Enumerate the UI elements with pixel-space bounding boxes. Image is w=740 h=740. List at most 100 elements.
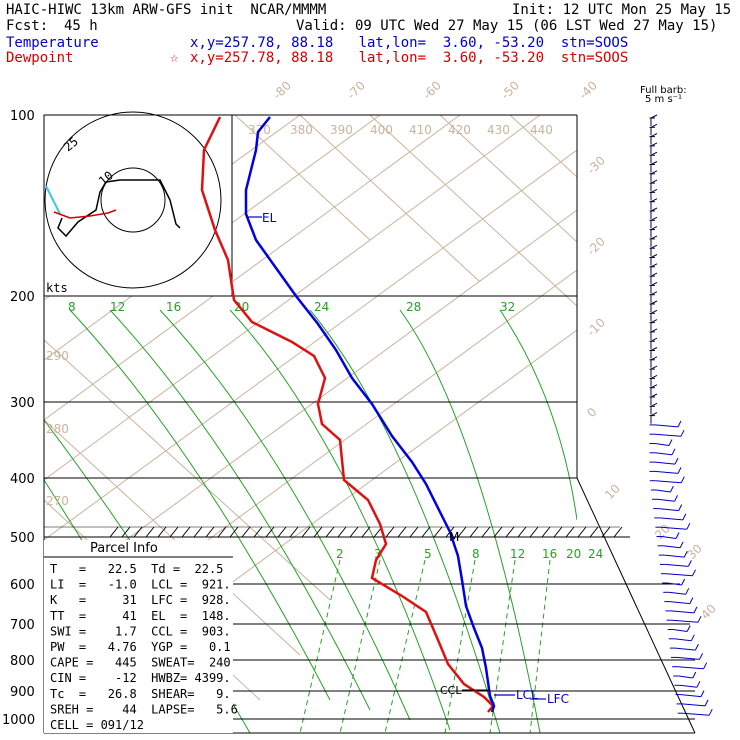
moist-adiabat-label: 28 <box>406 300 421 314</box>
hatch-mark <box>397 526 407 538</box>
sounding-title: HAIC-HIWC 13km ARW-GFS init NCAR/MMMM <box>6 2 327 18</box>
lfc-marker: LFC <box>530 692 569 706</box>
isotherm-label: -40 <box>576 78 600 102</box>
hatch-mark <box>337 526 347 538</box>
theta-side-label: 280 <box>46 422 69 436</box>
isotherm-label: -80 <box>270 78 294 102</box>
wind-barb <box>674 681 701 688</box>
hatch-mark <box>301 526 311 538</box>
moist-adiabat-label: 8 <box>68 300 76 314</box>
parcel-info-line: CAPE = 445 SWEAT= 240 <box>50 656 231 670</box>
theta-label: 420 <box>448 123 471 137</box>
pressure-label: 900 <box>10 685 35 700</box>
wind-barb <box>649 188 658 201</box>
forecast-hour-value: 45 h <box>64 18 98 34</box>
theta-label: 430 <box>487 123 510 137</box>
wind-barbs <box>649 114 713 716</box>
wind-barb <box>649 263 658 275</box>
hatch-mark <box>553 526 563 538</box>
hodograph-trace-black <box>57 179 181 238</box>
wind-barb <box>649 151 658 164</box>
wind-barb <box>666 615 702 623</box>
wind-barb <box>649 142 658 154</box>
lcl-marker: LCL <box>494 688 538 702</box>
moist-adiabat-label: 16 <box>166 300 181 314</box>
parcel-info-line: Tc = 26.8 SHEAR= 9. <box>50 687 231 701</box>
wind-barb <box>649 235 658 247</box>
parcel-info-line: CELL = 091/12 <box>50 718 144 732</box>
hatch-mark <box>277 526 287 538</box>
parcel-info-line: PW = 4.76 YGP = 0.1 <box>50 640 231 654</box>
hodograph-trace-cyan <box>45 185 61 215</box>
dewpoint-star-icon: ☆ <box>170 50 179 66</box>
svg-text:EL: EL <box>262 211 277 225</box>
wind-barb <box>649 374 658 387</box>
theta-side-label: 270 <box>46 494 69 508</box>
wind-barb <box>668 634 695 642</box>
hatch-mark <box>541 526 551 538</box>
mixing-ratio-label: 20 <box>566 547 581 561</box>
temperature-profile <box>244 116 496 713</box>
wind-barb <box>649 467 682 474</box>
wind-barb <box>653 504 683 512</box>
hatch-mark <box>313 526 323 538</box>
wind-barb <box>658 550 688 558</box>
wind-barb <box>675 690 705 698</box>
wind-barb <box>649 272 658 285</box>
dewpoint-location-info: x,y=257.78, 88.18 lat,lon= 3.60, -53.20 … <box>190 50 629 66</box>
hatch-mark <box>529 526 539 538</box>
mixing-ratio-labels: 8 12 16 20 24 28 322 3 5 8 12 16 20 24 <box>68 300 603 561</box>
pressure-label: 500 <box>10 531 35 546</box>
wind-barb <box>649 476 685 484</box>
isotherm-label: 20 <box>652 521 673 542</box>
hatch-mark <box>253 526 263 538</box>
hodograph: 10 25 kts <box>43 111 233 297</box>
wind-barb <box>671 653 703 660</box>
isotherm-label: -60 <box>420 78 444 102</box>
wind-barb <box>649 161 658 173</box>
isotherm-label: 10 <box>602 481 623 502</box>
hatch-mark <box>217 526 227 538</box>
hatch-mark <box>409 526 419 538</box>
pressure-label: 800 <box>10 654 35 669</box>
hatch-mark <box>481 526 491 538</box>
wind-barb <box>665 606 698 614</box>
mixing-ratio-lines <box>299 559 551 733</box>
moist-adiabat-label: 12 <box>110 300 125 314</box>
mixing-ratio-label: 8 <box>472 547 480 561</box>
wind-barb <box>650 485 674 493</box>
svg-text:LFC: LFC <box>547 692 569 706</box>
hodograph-trace-red <box>53 209 117 219</box>
hatch-mark <box>469 526 479 538</box>
wind-barb <box>655 522 691 530</box>
pressure-label: 400 <box>10 472 35 487</box>
hatch-mark <box>613 526 623 538</box>
isotherm-label: -10 <box>584 315 608 339</box>
wind-barb <box>649 254 658 266</box>
wind-barb <box>649 328 658 340</box>
hatch-mark <box>241 526 251 538</box>
moist-adiabat-label: 24 <box>314 300 329 314</box>
mixing-ratio-label: 24 <box>588 547 603 561</box>
wind-barb <box>649 244 658 257</box>
svg-text:LCL: LCL <box>516 688 538 702</box>
pressure-label: 600 <box>10 578 35 593</box>
wind-barb <box>649 439 673 446</box>
mid-marker: M <box>449 530 459 544</box>
hatch-mark <box>361 526 371 538</box>
barb-title-line2: 5 m s⁻¹ <box>645 94 682 105</box>
wind-barb <box>657 541 684 549</box>
theta-label: 390 <box>330 123 353 137</box>
temperature-location-info: x,y=257.78, 88.18 lat,lon= 3.60, -53.20 … <box>190 35 629 51</box>
wind-barb <box>649 365 658 378</box>
wind-barb <box>649 226 658 238</box>
temperature-legend-label: Temperature <box>6 35 99 51</box>
hodograph-units: kts <box>46 281 68 295</box>
wind-barb <box>652 495 679 502</box>
hatch-mark <box>205 526 215 538</box>
wind-barb <box>649 347 658 359</box>
hatch-mark <box>385 526 395 538</box>
pressure-label: 1000 <box>2 713 35 728</box>
forecast-hour-label: Fcst: <box>6 18 49 34</box>
wind-barb <box>649 356 658 368</box>
